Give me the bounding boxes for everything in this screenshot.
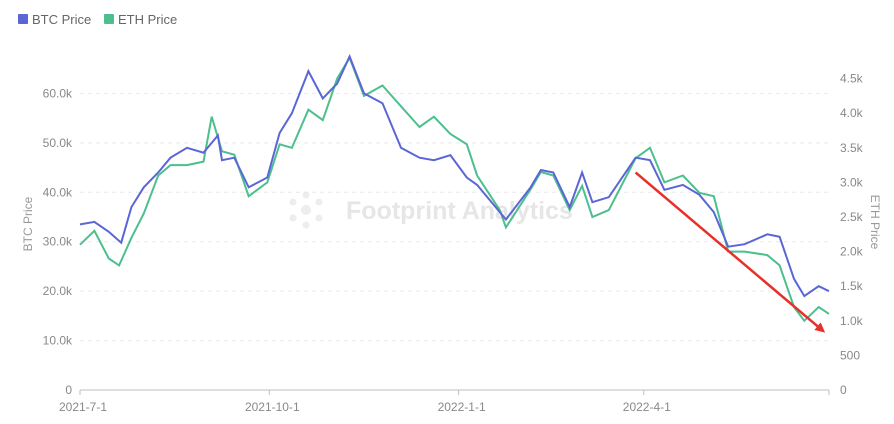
- right-tick-label: 4.5k: [840, 72, 864, 86]
- left-tick-label: 0: [65, 383, 72, 397]
- left-tick-label: 40.0k: [43, 185, 73, 199]
- legend-swatch-btc: [18, 14, 28, 24]
- legend-swatch-eth: [104, 14, 114, 24]
- series-line-eth: [79, 55, 830, 323]
- legend-item-eth[interactable]: ETH Price: [104, 12, 177, 27]
- x-axis: 2021-7-1 2021-10-1 2022-1-1 2022-4-1: [59, 389, 830, 414]
- right-tick-label: 3.5k: [840, 141, 864, 155]
- right-tick-label: 2.5k: [840, 210, 864, 224]
- watermark-text: Footprint Analytics: [346, 197, 573, 225]
- left-tick-label: 10.0k: [43, 334, 73, 348]
- grid: [80, 92, 829, 342]
- right-tick-label: 2.0k: [840, 245, 864, 259]
- right-tick-label: 0: [840, 383, 847, 397]
- right-tick-label: 3.0k: [840, 175, 864, 189]
- right-axis: 0 500 1.0k 1.5k 2.0k 2.5k 3.0k 3.5k 4.0k 4.5k: [840, 72, 864, 397]
- left-axis: 0 10.0k 20.0k 30.0k 40.0k 50.0k 60.0k: [43, 86, 73, 397]
- right-tick-label: 1.0k: [840, 314, 864, 328]
- right-axis-title: ETH Price: [868, 195, 882, 250]
- right-tick-label: 1.5k: [840, 279, 864, 293]
- left-tick-label: 50.0k: [43, 136, 73, 150]
- series-line-btc: [79, 53, 830, 298]
- x-tick-label: 2021-10-1: [245, 400, 300, 414]
- legend-item-btc[interactable]: BTC Price: [18, 12, 91, 27]
- left-tick-label: 60.0k: [43, 86, 73, 100]
- annotation-arrow: [634, 171, 826, 333]
- watermark: Footprint Analytics: [289, 191, 573, 229]
- legend-label-eth: ETH Price: [118, 12, 177, 27]
- legend: BTC Price ETH Price: [18, 12, 177, 27]
- left-axis-title: BTC Price: [21, 196, 35, 251]
- x-tick-label: 2022-4-1: [623, 400, 671, 414]
- x-tick-label: 2021-7-1: [59, 400, 107, 414]
- left-tick-label: 30.0k: [43, 235, 73, 249]
- x-tick-label: 2022-1-1: [438, 400, 486, 414]
- series-layer: [79, 53, 830, 323]
- left-tick-label: 20.0k: [43, 284, 73, 298]
- right-tick-label: 4.0k: [840, 106, 864, 120]
- watermark-logo-icon: [289, 191, 323, 229]
- legend-label-btc: BTC Price: [32, 12, 91, 27]
- right-tick-label: 500: [840, 348, 860, 362]
